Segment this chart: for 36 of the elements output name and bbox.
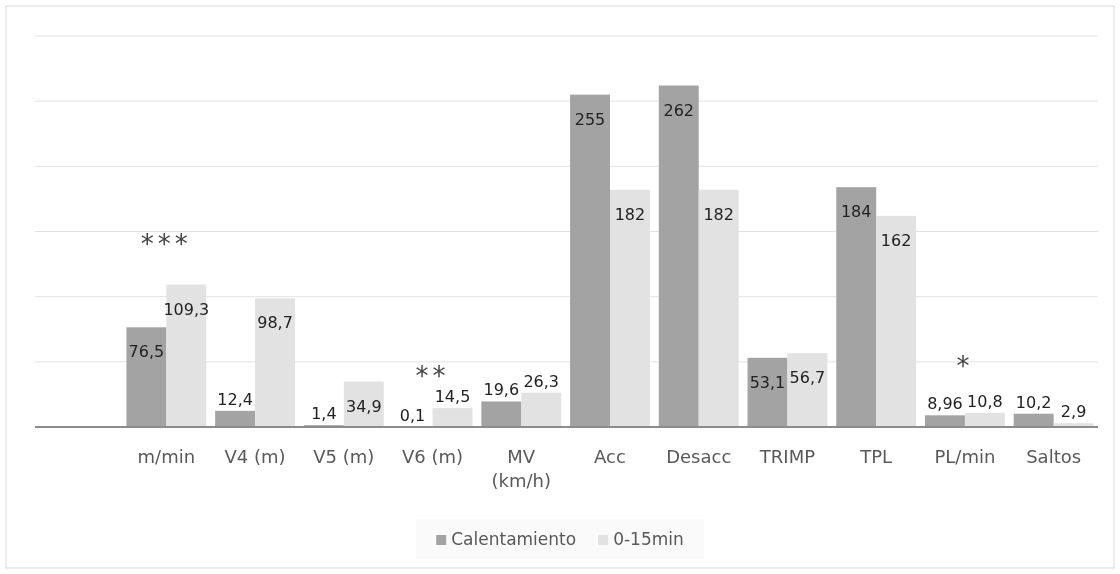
annotation: * xyxy=(956,351,974,381)
x-tick-label: Desacc xyxy=(666,446,732,467)
x-tick-label: V4 (m) xyxy=(224,446,286,467)
data-label: 2,9 xyxy=(1060,402,1087,422)
data-label: 26,3 xyxy=(523,371,560,391)
data-label: 10,2 xyxy=(1015,392,1052,412)
x-tick-label: Saltos xyxy=(1026,446,1082,467)
data-label: 255 xyxy=(574,109,606,129)
x-tick-label: m/min xyxy=(137,446,196,467)
legend-label: Calentamiento xyxy=(451,529,577,549)
x-tick-label: MV (km/h) xyxy=(491,446,552,491)
data-label: 34,9 xyxy=(345,396,382,416)
data-label: 182 xyxy=(703,204,734,224)
data-label: 8,96 xyxy=(927,394,963,414)
data-label: 0,1 xyxy=(399,405,426,425)
data-label: 182 xyxy=(614,204,646,224)
data-label: 12,4 xyxy=(217,389,253,409)
data-label: 19,6 xyxy=(483,380,520,400)
data-label: 184 xyxy=(840,202,872,222)
data-label: 76,5 xyxy=(128,342,165,362)
data-label: 98,7 xyxy=(257,313,293,333)
data-label: 53,1 xyxy=(749,372,786,392)
x-tick-label: PL/min xyxy=(934,446,996,467)
data-label: 109,3 xyxy=(163,299,210,319)
data-label: 56,7 xyxy=(789,368,826,388)
x-tick-label: TRIMP xyxy=(758,446,816,467)
x-tick-label: V5 (m) xyxy=(313,446,375,467)
x-tick-label: V6 (m) xyxy=(402,446,464,467)
legend-label: 0-15min xyxy=(613,529,684,549)
x-tick-label: TPL xyxy=(859,446,893,467)
data-label: 1,4 xyxy=(311,404,337,424)
data-label: 262 xyxy=(663,100,695,120)
x-tick-label: Acc xyxy=(594,446,626,467)
data-label: 10,8 xyxy=(967,391,1003,411)
data-label: 162 xyxy=(880,230,912,250)
annotation: *** xyxy=(140,229,192,259)
